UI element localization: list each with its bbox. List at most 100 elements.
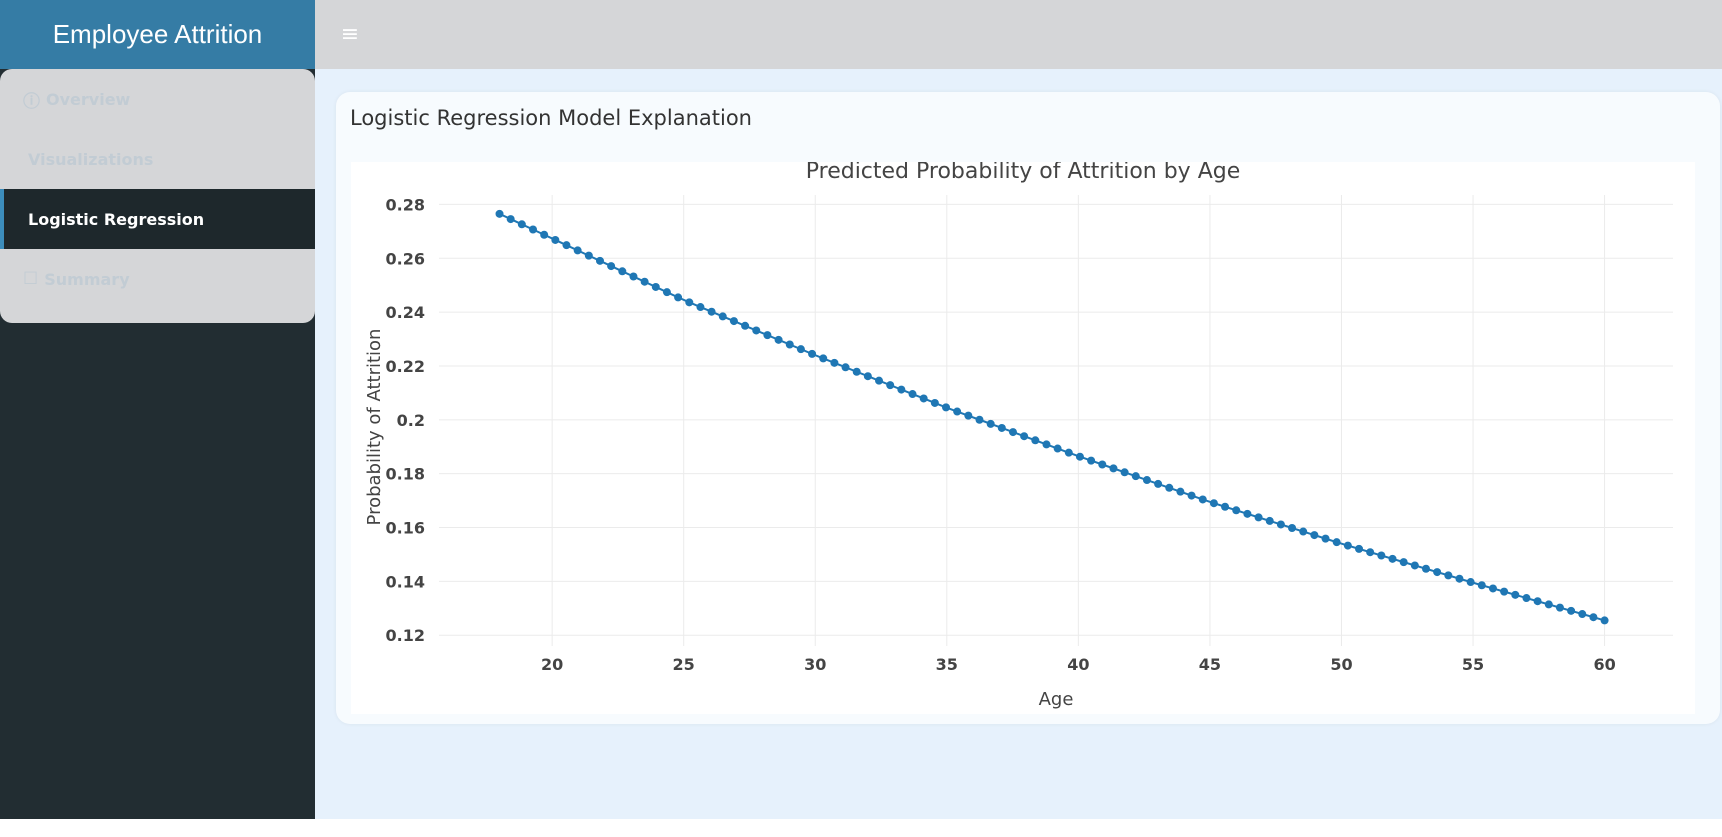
data-point bbox=[964, 411, 973, 420]
data-point bbox=[618, 267, 627, 276]
data-point bbox=[763, 331, 772, 340]
data-point bbox=[908, 390, 917, 399]
data-point bbox=[886, 381, 895, 390]
y-tick-label: 0.18 bbox=[386, 465, 425, 484]
data-point bbox=[562, 241, 571, 250]
data-point bbox=[741, 321, 750, 330]
data-point bbox=[942, 403, 951, 412]
data-point bbox=[1187, 491, 1196, 500]
x-tick-label: 30 bbox=[804, 655, 826, 674]
data-point bbox=[796, 345, 805, 354]
data-point bbox=[1522, 594, 1531, 603]
data-point bbox=[1109, 464, 1118, 473]
y-tick-label: 0.28 bbox=[386, 195, 425, 214]
y-tick-label: 0.24 bbox=[386, 303, 425, 322]
data-point bbox=[1466, 578, 1475, 587]
data-point bbox=[1008, 428, 1017, 437]
y-tick-label: 0.22 bbox=[386, 357, 425, 376]
data-point bbox=[997, 423, 1006, 432]
data-point bbox=[517, 220, 526, 229]
data-point bbox=[506, 215, 515, 224]
x-axis-label: Age bbox=[1039, 689, 1074, 710]
x-tick-label: 35 bbox=[936, 655, 958, 674]
data-point bbox=[852, 367, 861, 376]
data-point bbox=[696, 303, 705, 312]
data-point bbox=[919, 394, 928, 403]
data-point bbox=[930, 398, 939, 407]
sidebar-item-visualizations[interactable]: Visualizations bbox=[0, 129, 315, 189]
data-point bbox=[729, 317, 738, 326]
data-point bbox=[718, 312, 727, 321]
x-tick-label: 20 bbox=[541, 655, 563, 674]
data-point bbox=[752, 326, 761, 335]
app-window: Employee Attrition ≡ ⓘ Overview Visualiz… bbox=[0, 0, 1722, 819]
data-point bbox=[1399, 558, 1408, 567]
data-point bbox=[495, 209, 504, 218]
y-tick-label: 0.14 bbox=[386, 572, 425, 591]
data-point bbox=[1243, 509, 1252, 518]
data-point bbox=[607, 262, 616, 271]
data-point bbox=[1042, 440, 1051, 449]
info-circle-icon: ⓘ bbox=[23, 91, 40, 112]
data-point bbox=[808, 349, 817, 358]
sidebar-item-logistic-regression[interactable]: Logistic Regression bbox=[0, 189, 315, 249]
sidebar-item-summary[interactable]: ☐ Summary bbox=[0, 249, 315, 309]
data-point bbox=[1477, 581, 1486, 590]
top-navbar: ≡ bbox=[315, 0, 1722, 69]
data-point bbox=[830, 358, 839, 367]
data-point bbox=[685, 298, 694, 307]
data-point bbox=[1120, 468, 1129, 477]
sidebar: ⓘ Overview Visualizations Logistic Regre… bbox=[0, 69, 315, 819]
hamburger-menu-icon[interactable]: ≡ bbox=[340, 22, 360, 47]
card-title: Logistic Regression Model Explanation bbox=[350, 106, 752, 130]
data-point bbox=[1544, 600, 1553, 609]
data-point bbox=[1578, 610, 1587, 619]
data-point bbox=[1288, 524, 1297, 532]
data-point bbox=[1421, 564, 1430, 573]
x-tick-label: 45 bbox=[1199, 655, 1221, 674]
data-point bbox=[1343, 541, 1352, 550]
data-point bbox=[953, 407, 962, 416]
data-point bbox=[1455, 574, 1464, 583]
app-title: Employee Attrition bbox=[52, 19, 263, 49]
data-point bbox=[1377, 551, 1386, 560]
data-point bbox=[986, 419, 995, 428]
data-point bbox=[1332, 538, 1341, 547]
data-point bbox=[674, 293, 683, 302]
data-point bbox=[1410, 561, 1419, 570]
y-tick-label: 0.12 bbox=[386, 626, 425, 645]
app-logo[interactable]: Employee Attrition bbox=[0, 0, 315, 69]
sidebar-item-label: Overview bbox=[46, 89, 131, 109]
content-card: Logistic Regression Model Explanation 20… bbox=[336, 92, 1720, 724]
data-point bbox=[1299, 527, 1308, 536]
data-point bbox=[1154, 479, 1163, 488]
data-point bbox=[1555, 603, 1564, 612]
x-tick-label: 55 bbox=[1462, 655, 1484, 674]
probability-chart[interactable]: 20 25 30 35 40 45 50 55 60 0.12 0.14 0.16 0.18 0.2 0.2… bbox=[351, 162, 1695, 714]
series-line bbox=[499, 212, 1605, 622]
data-point bbox=[629, 272, 638, 281]
data-point bbox=[540, 230, 549, 239]
sidebar-item-overview[interactable]: ⓘ Overview bbox=[0, 69, 315, 129]
data-point bbox=[1165, 483, 1174, 492]
data-point bbox=[1488, 584, 1497, 593]
data-point bbox=[1265, 516, 1274, 525]
x-tick-label: 60 bbox=[1593, 655, 1615, 674]
x-tick-label: 40 bbox=[1067, 655, 1089, 674]
data-point bbox=[1053, 444, 1062, 453]
data-point bbox=[595, 256, 604, 265]
data-point bbox=[1064, 448, 1073, 457]
chart-canvas: 20 25 30 35 40 45 50 55 60 0.12 0.14 0.16 0.18 0.2 0.2… bbox=[364, 162, 1673, 710]
sidebar-item-label: Logistic Regression bbox=[28, 209, 205, 229]
data-point bbox=[774, 335, 783, 344]
data-point bbox=[875, 376, 884, 385]
data-point bbox=[1075, 452, 1084, 461]
data-point bbox=[1388, 554, 1397, 563]
data-point bbox=[897, 385, 906, 394]
data-point bbox=[819, 354, 828, 363]
data-point bbox=[1232, 506, 1241, 515]
data-point bbox=[1567, 606, 1576, 615]
data-point bbox=[975, 415, 984, 424]
data-point bbox=[1321, 534, 1330, 543]
data-point bbox=[1131, 472, 1140, 481]
